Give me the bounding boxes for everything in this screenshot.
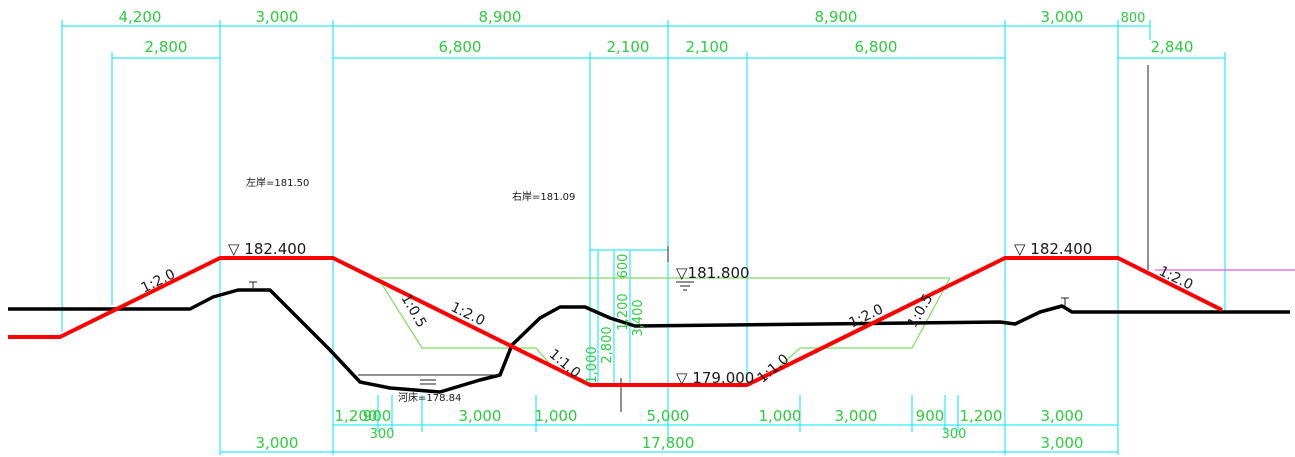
dim-top2-5: 6,800 <box>855 38 898 56</box>
dim-vert-2800: 2,800 <box>600 326 615 363</box>
dim-bot-6: 1,000 <box>759 407 802 425</box>
elev-left-bank-top: ▽ 182.400 <box>228 240 306 258</box>
slope-left-outer: 1:2.0 <box>139 266 178 296</box>
water-level-icon <box>676 281 694 291</box>
dim-top2-6: 2,840 <box>1151 38 1194 56</box>
elev-water-level: ▽181.800 <box>676 264 750 282</box>
dim-bot-small-1: 300 <box>370 427 395 442</box>
bank-notes: 左岸=181.50 右岸=181.09 河床=178.84 <box>246 176 575 404</box>
dim-vert-3400: 3,400 <box>631 299 646 336</box>
note-left-bank: 左岸=181.50 <box>246 176 309 189</box>
elev-right-bank-top: ▽ 182.400 <box>1014 240 1092 258</box>
river-bed-marker <box>358 374 500 385</box>
dim-bot-10: 3,000 <box>1041 407 1084 425</box>
dim-bot-5: 5,000 <box>647 407 690 425</box>
dim-top2-1: 2,800 <box>145 38 188 56</box>
dim-bot2-3: 3,000 <box>1041 434 1084 452</box>
dim-bot2-2: 17,800 <box>642 434 695 452</box>
note-right-bank: 右岸=181.09 <box>512 190 575 203</box>
dim-vert-600: 600 <box>616 254 631 279</box>
dim-bot-7: 3,000 <box>835 407 878 425</box>
slope-right-bottom: 1:1.0 <box>755 351 793 386</box>
dim-bot-9: 1,200 <box>960 407 1003 425</box>
green-profile <box>377 277 951 371</box>
top-dimension-labels: 4,200 3,000 8,900 8,900 3,000 800 2,800 … <box>119 8 1194 56</box>
dim-top2-2: 6,800 <box>439 38 482 56</box>
dim-top-2: 3,000 <box>256 8 299 26</box>
dim-top-3: 8,900 <box>479 8 522 26</box>
elev-channel-bottom: ▽ 179.000 <box>676 369 754 387</box>
bottom-dimension-labels: 1,200 900 3,000 1,000 5,000 1,000 3,000 … <box>256 407 1084 452</box>
dim-top-1: 4,200 <box>119 8 162 26</box>
dim-top-4: 8,900 <box>815 8 858 26</box>
ground-marker-icon <box>249 281 1069 306</box>
dim-bot-4: 1,000 <box>535 407 578 425</box>
dim-vert-1200: 1,200 <box>616 293 631 330</box>
dim-top-5: 3,000 <box>1041 8 1084 26</box>
dim-top-6: 800 <box>1121 11 1146 26</box>
existing-ground-line <box>8 288 1290 394</box>
dim-bot2-1: 3,000 <box>256 434 299 452</box>
elevation-labels: ▽ 182.400 ▽ 182.400 ▽181.800 ▽ 179.000 <box>228 240 1092 387</box>
dim-top2-4: 2,100 <box>686 38 729 56</box>
slope-left-green: 1:0.5 <box>398 291 430 330</box>
dim-bot-small-2: 300 <box>942 427 967 442</box>
dimension-lines <box>61 20 1226 455</box>
vertical-dimension-labels: 600 1,200 2,800 3,400 1,000 <box>585 254 646 384</box>
note-river-bed: 河床=178.84 <box>398 391 461 404</box>
dim-bot-3: 3,000 <box>459 407 502 425</box>
design-section-line <box>8 256 1223 387</box>
dim-bot-8: 900 <box>916 407 945 425</box>
dim-top2-3: 2,100 <box>607 38 650 56</box>
dim-bot-1: 1,200 <box>335 407 378 425</box>
dim-bot-2: 900 <box>363 407 392 425</box>
dim-vert-1000: 1,000 <box>585 346 600 383</box>
